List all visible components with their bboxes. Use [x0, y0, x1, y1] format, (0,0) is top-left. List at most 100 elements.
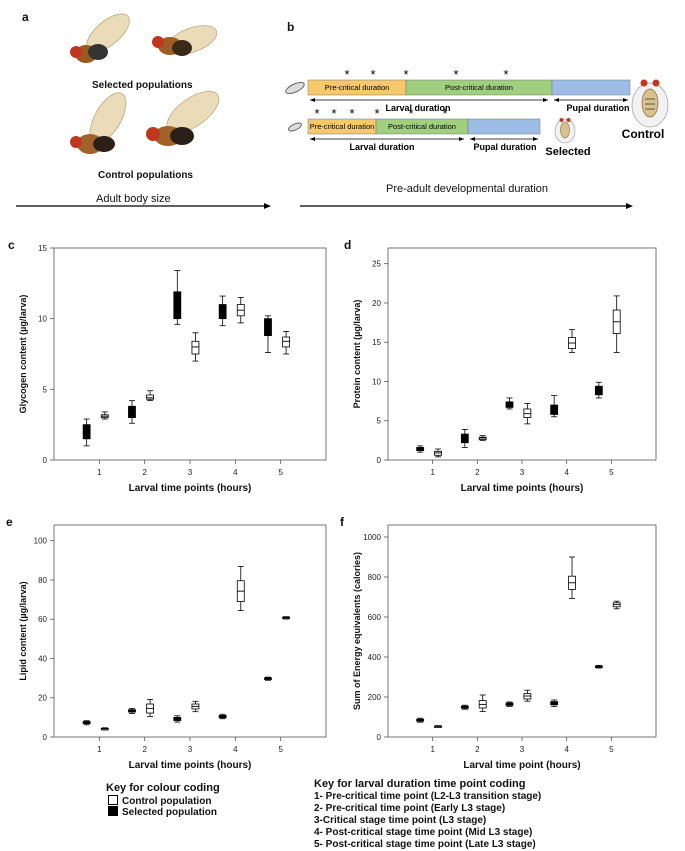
adult-body-size-arrow	[16, 203, 271, 209]
chart-e-xlabel: Larval time points (hours)	[129, 760, 252, 771]
panel-a-letter: a	[22, 10, 29, 24]
asterisk: *	[349, 106, 354, 121]
chart-d-xtick-label: 2	[475, 468, 480, 477]
time-key-title: Key for larval duration time point codin…	[314, 778, 526, 790]
colour-key-control-label: Control population	[122, 796, 212, 807]
chart-f-ytick-label: 1000	[363, 533, 381, 542]
chart-d-ytick-label: 10	[372, 377, 381, 386]
asterisk: *	[314, 106, 319, 121]
control-post-label: Post-critical duration	[445, 83, 513, 92]
chart-c-xtick-label: 4	[233, 468, 238, 477]
chart-e-xtick-label: 5	[278, 745, 283, 754]
selected-label: Selected	[545, 146, 590, 158]
panel-d-letter: d	[344, 238, 352, 252]
panel-c-letter: c	[8, 238, 15, 252]
chart-f-ytick-label: 600	[368, 613, 382, 622]
chart-c-ytick-label: 15	[38, 244, 47, 253]
chart-f-ytick-label: 800	[368, 573, 382, 582]
chart-d-xtick-label: 5	[609, 468, 614, 477]
chart-d-ytick-label: 5	[377, 417, 382, 426]
chart-e-ytick-label: 40	[38, 654, 47, 663]
asterisk: *	[442, 106, 447, 121]
control-fly-1	[70, 92, 127, 154]
chart-e-ytick-label: 60	[38, 615, 47, 624]
chart-e-ytick-label: 0	[43, 733, 48, 742]
chart-f-frame	[387, 524, 657, 738]
control-label: Control	[622, 127, 665, 141]
fly-photos	[70, 13, 220, 154]
chart-f-xtick-label: 5	[609, 745, 614, 754]
selected-fly-1	[70, 13, 130, 63]
control-populations-label: Control populations	[98, 170, 193, 181]
chart-e-xtick-label: 1	[97, 745, 102, 754]
selected-pupal-segment	[467, 118, 541, 135]
colour-key-control: Control population	[108, 795, 211, 808]
control-fly-icon	[631, 79, 669, 128]
adult-body-size-label: Adult body size	[96, 193, 171, 205]
chart-c-xtick-label: 3	[188, 468, 193, 477]
selected-pupal-label: Pupal duration	[474, 142, 537, 152]
chart-c-xtick-label: 2	[142, 468, 147, 477]
control-pre-label: Pre-critical duration	[325, 83, 390, 92]
control-pupal-label: Pupal duration	[567, 103, 630, 113]
chart-d-xlabel: Larval time points (hours)	[461, 483, 584, 494]
chart-f-ytick-label: 0	[377, 733, 382, 742]
selected-populations-label: Selected populations	[92, 80, 193, 91]
chart-c-xtick-label: 1	[97, 468, 102, 477]
asterisk: *	[374, 106, 379, 121]
colour-key-selected-label: Selected population	[122, 807, 218, 818]
chart-e-ytick-label: 80	[38, 576, 47, 585]
panel-f-letter: f	[340, 515, 344, 529]
chart-c-xlabel: Larval time points (hours)	[129, 483, 252, 494]
developmental-duration-diagram: Pre-critical duration Post-critical dura…	[285, 67, 669, 158]
asterisk: *	[403, 67, 408, 82]
asterisk: *	[344, 67, 349, 82]
chart-d-ylabel: Protein content (µg/larva)	[352, 300, 362, 409]
chart-e-xtick-label: 4	[233, 745, 238, 754]
chart-f-xtick-label: 1	[430, 745, 435, 754]
chart-d-ytick-label: 25	[372, 260, 381, 269]
asterisk: *	[408, 106, 413, 121]
chart-d-xtick-label: 4	[564, 468, 569, 477]
selected-swatch-icon	[108, 806, 118, 816]
panel-b-letter: b	[287, 20, 295, 34]
pre-adult-duration-arrow	[300, 203, 633, 209]
chart-c-ytick-label: 5	[43, 385, 48, 394]
time-key-line: 4- Post-critical stage time point (Mid L…	[314, 827, 533, 838]
chart-c-xtick-label: 5	[278, 468, 283, 477]
control-pupal-segment	[551, 79, 631, 96]
chart-d-xtick-label: 1	[430, 468, 435, 477]
time-key-list: 1- Pre-critical time point (L2-L3 transi…	[314, 791, 541, 851]
chart-f-ylabel: Sum of Energy equivalents (calories)	[352, 552, 362, 710]
pre-adult-duration-label: Pre-adult developmental duration	[386, 183, 549, 195]
selected-larval-label: Larval duration	[349, 142, 414, 152]
chart-c-ytick-label: 0	[43, 456, 48, 465]
colour-key-title: Key for colour coding	[106, 782, 220, 794]
chart-f-ytick-label: 400	[368, 653, 382, 662]
chart-c-ylabel: Glycogen content (µg/larva)	[18, 295, 28, 414]
chart-d-ytick-label: 20	[372, 299, 381, 308]
chart-e-ylabel: Lipid content (µg/larva)	[18, 581, 28, 680]
chart-e-ytick-label: 20	[38, 694, 47, 703]
chart-f-ytick-label: 200	[368, 693, 382, 702]
control-fly-2	[146, 90, 220, 146]
chart-f-xtick-label: 4	[564, 745, 569, 754]
selected-larva-icon	[288, 122, 302, 132]
chart-e-ytick-label: 100	[34, 537, 48, 546]
time-key-line: 3-Critical stage time point (L3 stage)	[314, 815, 487, 826]
chart-e-xtick-label: 2	[142, 745, 147, 754]
chart-d-ytick-label: 15	[372, 338, 381, 347]
chart-f-xtick-label: 3	[520, 745, 525, 754]
chart-c-box	[146, 394, 155, 400]
asterisk: *	[503, 67, 508, 82]
chart-e-frame	[53, 524, 327, 738]
asterisk: *	[453, 67, 458, 82]
chart-d-ytick-label: 0	[377, 456, 382, 465]
colour-key-selected: Selected population	[108, 806, 217, 819]
chart-c-box	[264, 318, 272, 337]
chart-d-frame	[387, 247, 657, 461]
chart-c-ytick-label: 10	[38, 315, 47, 324]
control-larval-label: Larval duration	[385, 103, 450, 113]
chart-c-box	[282, 336, 291, 348]
